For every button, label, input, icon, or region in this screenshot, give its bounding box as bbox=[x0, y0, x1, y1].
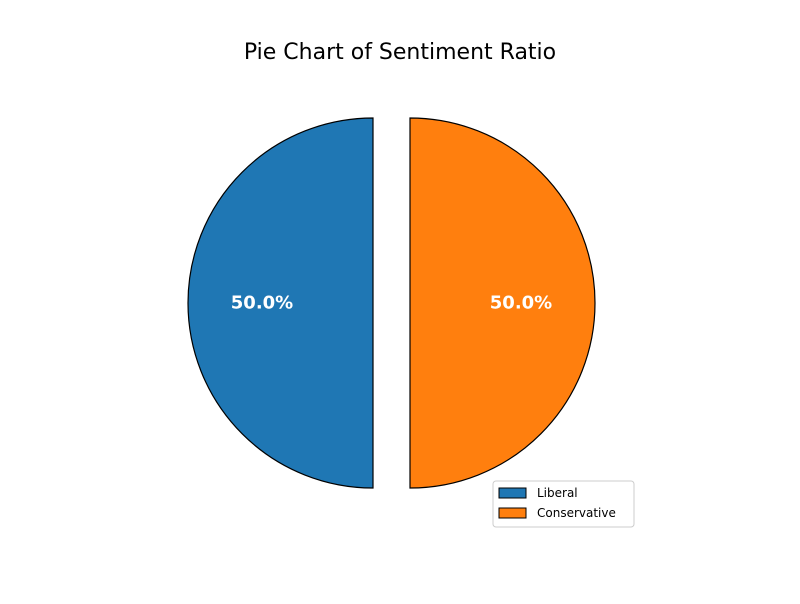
pie-slice-conservative bbox=[409, 117, 596, 489]
pie-slice-liberal bbox=[187, 117, 374, 489]
legend-frame bbox=[492, 480, 635, 528]
legend-swatch-conservative bbox=[498, 507, 527, 519]
legend-swatch-liberal bbox=[498, 487, 527, 499]
legend: Liberal Conservative bbox=[492, 480, 635, 528]
legend-label-conservative: Conservative bbox=[537, 506, 616, 520]
legend-label-liberal: Liberal bbox=[537, 486, 578, 500]
slice-percent-label: 50.0% bbox=[231, 293, 293, 314]
slice-percent-label: 50.0% bbox=[490, 293, 552, 314]
chart-title: Pie Chart of Sentiment Ratio bbox=[243, 40, 557, 65]
